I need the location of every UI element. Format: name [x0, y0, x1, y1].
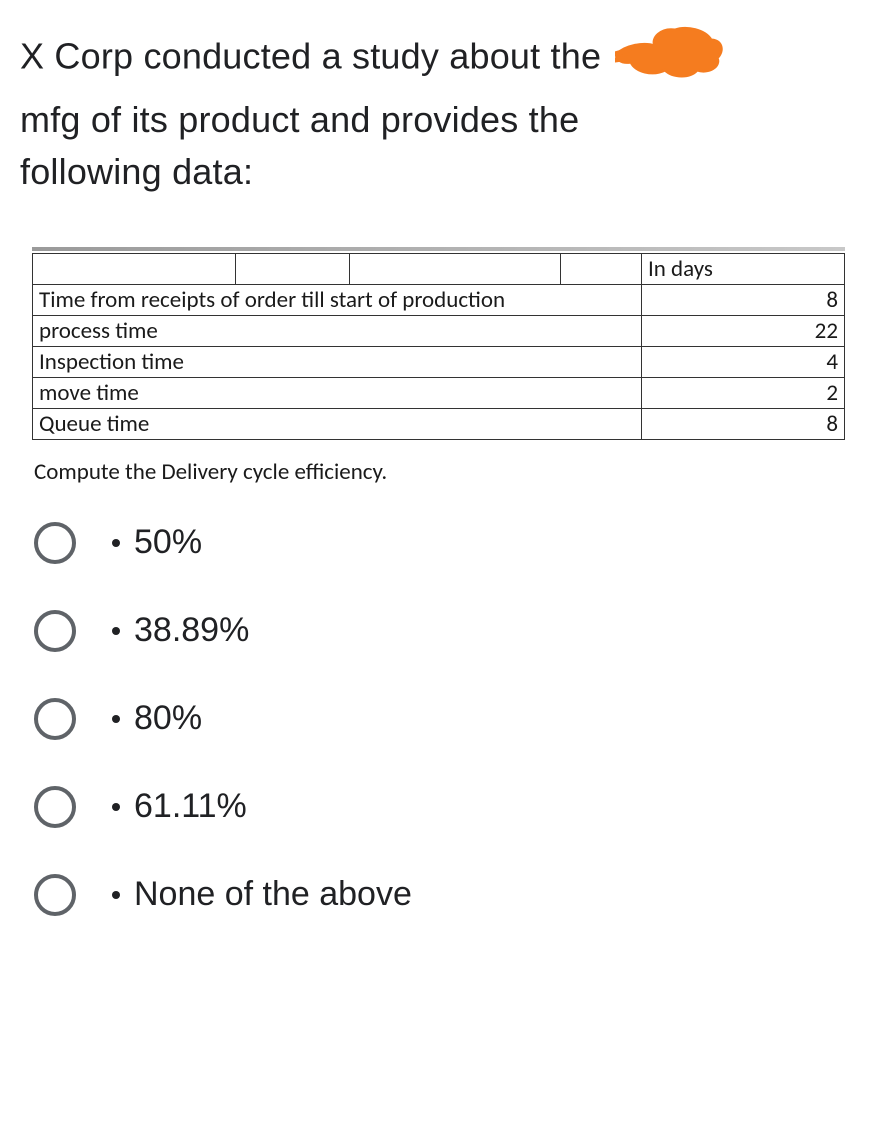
table-row-value: 4	[641, 346, 844, 377]
table-row: process time 22	[33, 315, 845, 346]
table-header-in-days: In days	[641, 253, 844, 284]
question-line-3: following data:	[20, 151, 253, 192]
scribble-icon	[615, 24, 725, 94]
option-label: None of the above	[112, 875, 412, 914]
option-text: None of the above	[134, 875, 412, 914]
radio-icon[interactable]	[34, 786, 76, 828]
table-row-label: Time from receipts of order till start o…	[33, 284, 642, 315]
sub-prompt: Compute the Delivery cycle efficiency.	[34, 458, 843, 486]
option-text: 50%	[134, 523, 202, 562]
question-line-1: X Corp conducted a study about the	[20, 36, 601, 77]
data-table: In days Time from receipts of order till…	[32, 253, 845, 440]
option-text: 61.11%	[134, 787, 247, 826]
bullet-icon	[112, 539, 120, 547]
table-cell	[560, 253, 641, 284]
radio-icon[interactable]	[34, 874, 76, 916]
table-row: Time from receipts of order till start o…	[33, 284, 845, 315]
table-cell	[33, 253, 236, 284]
table-cell	[236, 253, 350, 284]
bullet-icon	[112, 627, 120, 635]
table-row-label: Inspection time	[33, 346, 642, 377]
table-row-value: 2	[641, 377, 844, 408]
option-text: 38.89%	[134, 611, 249, 650]
radio-icon[interactable]	[34, 610, 76, 652]
bullet-icon	[112, 715, 120, 723]
table-row-label: Queue time	[33, 408, 642, 439]
table-row: Inspection time 4	[33, 346, 845, 377]
option-4[interactable]: 61.11%	[34, 786, 857, 828]
option-text: 80%	[134, 699, 202, 738]
table-row: Queue time 8	[33, 408, 845, 439]
bullet-icon	[112, 891, 120, 899]
data-table-container: In days Time from receipts of order till…	[32, 247, 845, 440]
option-3[interactable]: 80%	[34, 698, 857, 740]
radio-icon[interactable]	[34, 522, 76, 564]
table-row-value: 22	[641, 315, 844, 346]
option-label: 61.11%	[112, 787, 247, 826]
radio-icon[interactable]	[34, 698, 76, 740]
option-label: 50%	[112, 523, 202, 562]
question-line-2: mfg of its product and provides the	[20, 99, 579, 140]
table-cell	[349, 253, 560, 284]
option-1[interactable]: 50%	[34, 522, 857, 564]
table-row-value: 8	[641, 408, 844, 439]
table-top-rule	[32, 247, 845, 251]
question-stem: X Corp conducted a study about the mfg o…	[20, 24, 857, 199]
options-list: 50% 38.89% 80% 61.11% None of the above	[20, 522, 857, 916]
option-5[interactable]: None of the above	[34, 874, 857, 916]
table-row: move time 2	[33, 377, 845, 408]
option-label: 80%	[112, 699, 202, 738]
bullet-icon	[112, 803, 120, 811]
option-2[interactable]: 38.89%	[34, 610, 857, 652]
table-row-value: 8	[641, 284, 844, 315]
table-row-label: move time	[33, 377, 642, 408]
table-row-label: process time	[33, 315, 642, 346]
table-header-row: In days	[33, 253, 845, 284]
option-label: 38.89%	[112, 611, 249, 650]
